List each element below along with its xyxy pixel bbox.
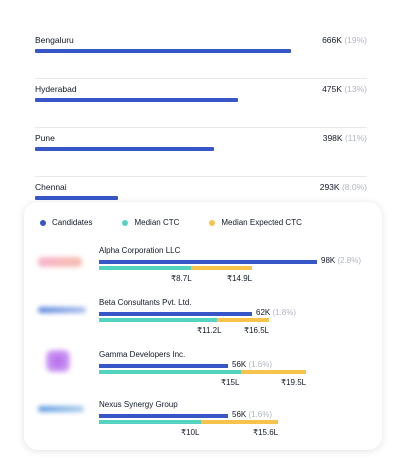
- city-bar: [35, 147, 215, 151]
- candidates-dot-icon: [40, 219, 46, 226]
- candidates-value: 98K (2.8%): [321, 256, 362, 265]
- median-ctc-value: ₹15L: [221, 378, 240, 387]
- median-expected-ctc-value: ₹15.6L: [253, 428, 279, 437]
- legend: Candidates Median CTC Median Expected CT…: [40, 218, 332, 227]
- city-name: Hyderabad: [35, 84, 77, 94]
- median-ctc-dot-icon: [122, 219, 129, 226]
- city-distribution-list: Bengaluru 666K (19%) Hyderabad 475K (13%…: [35, 30, 367, 226]
- candidates-value: 56K (1.6%): [232, 360, 273, 369]
- legend-item-median-expected-ctc: Median Expected CTC: [209, 218, 302, 227]
- candidates-bar: [99, 414, 228, 418]
- legend-label: Candidates: [52, 218, 93, 227]
- company-name: Nexus Synergy Group: [99, 400, 178, 409]
- top-companies-card: Candidates Median CTC Median Expected CT…: [24, 202, 382, 450]
- median-ctc-bar: [99, 420, 201, 424]
- city-name: Chennai: [35, 182, 67, 192]
- blue-blurred-logo-icon: [38, 406, 84, 412]
- company-name: Alpha Corporation LLC: [99, 246, 181, 255]
- city-row: Pune 398K (11%): [35, 128, 367, 177]
- median-expected-ctc-dot-icon: [209, 219, 216, 226]
- city-value: 398K (11%): [322, 133, 367, 143]
- median-expected-ctc-value: ₹19.5L: [281, 378, 307, 387]
- city-bar: [35, 49, 291, 53]
- city-bar: [35, 196, 118, 200]
- median-ctc-value: ₹11.2L: [197, 326, 222, 335]
- city-row: Hyderabad 475K (13%): [35, 79, 367, 128]
- median-ctc-bar: [99, 318, 217, 322]
- city-bar: [35, 98, 238, 102]
- median-expected-ctc-value: ₹16.5L: [244, 326, 270, 335]
- city-name: Pune: [35, 133, 55, 143]
- legend-label: Median Expected CTC: [221, 218, 302, 227]
- median-expected-ctc-value: ₹14.9L: [227, 274, 253, 283]
- city-value: 666K (19%): [322, 35, 367, 45]
- purple-blurred-logo-icon: [46, 350, 70, 372]
- candidates-bar: [99, 312, 252, 316]
- median-ctc-bar: [99, 370, 241, 374]
- city-name: Bengaluru: [35, 35, 74, 45]
- company-row: Gamma Developers Inc. 56K (1.6%) ₹15L ₹19.5…: [24, 350, 382, 400]
- company-row: Beta Consultants Pvt. Ltd. 62K (1.8%) ₹11.…: [24, 298, 382, 348]
- legend-item-median-ctc: Median CTC: [122, 218, 179, 227]
- city-value: 475K (13%): [322, 84, 367, 94]
- company-row: Alpha Corporation LLC 98K (2.8%) ₹8.7L ₹14.…: [24, 246, 382, 296]
- legend-item-candidates: Candidates: [40, 218, 92, 227]
- candidates-bar: [99, 364, 228, 368]
- candidates-value: 62K (1.8%): [256, 308, 297, 317]
- company-name: Beta Consultants Pvt. Ltd.: [99, 298, 192, 307]
- median-ctc-value: ₹10L: [181, 428, 200, 437]
- legend-label: Median CTC: [134, 218, 180, 227]
- company-name: Gamma Developers Inc.: [99, 350, 186, 359]
- city-row: Bengaluru 666K (19%): [35, 30, 367, 79]
- company-row: Nexus Synergy Group 56K (1.6%) ₹10L ₹15.6L: [24, 400, 382, 450]
- city-value: 293K (8.0%): [319, 182, 367, 192]
- pink-blurred-logo-icon: [38, 257, 82, 267]
- median-ctc-value: ₹8.7L: [171, 274, 192, 283]
- candidates-bar: [99, 260, 317, 264]
- candidates-value: 56K (1.6%): [232, 410, 273, 419]
- median-ctc-bar: [99, 266, 191, 270]
- blue-blurred-logo-icon: [38, 307, 86, 313]
